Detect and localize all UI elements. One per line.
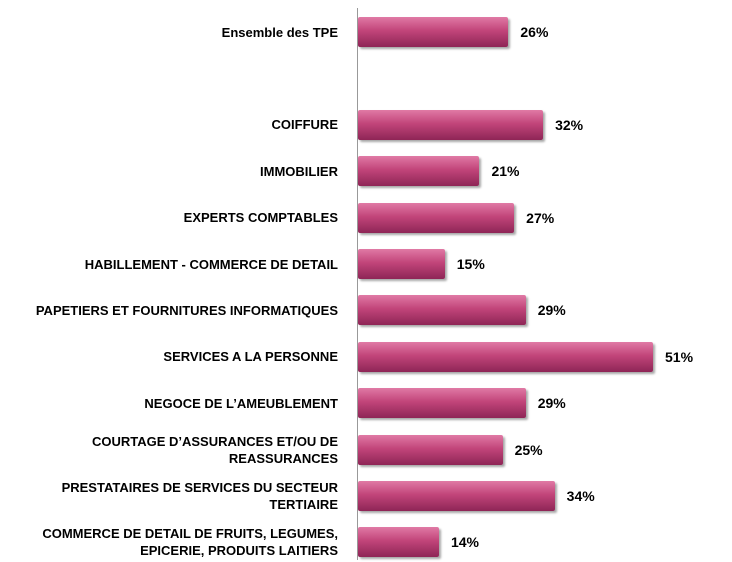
value-label: 25% — [514, 441, 543, 458]
value-label: 29% — [537, 302, 566, 319]
value-label: 15% — [456, 256, 485, 272]
category-label: EXPERTS COMPTABLES — [183, 210, 338, 226]
value-label: 14% — [450, 534, 479, 551]
bar — [358, 249, 445, 279]
bar — [358, 388, 526, 419]
bar — [358, 434, 503, 465]
bar — [358, 109, 544, 140]
category-label: NEGOCE DE L’AMEUBLEMENT — [144, 395, 338, 411]
value-label: 21% — [491, 163, 520, 180]
bar — [358, 202, 515, 233]
value-label: 51% — [665, 348, 694, 365]
value-label: 26% — [520, 24, 549, 40]
bar — [358, 481, 555, 511]
axis-line — [357, 8, 358, 560]
category-label: COIFFURE — [271, 117, 338, 133]
category-label: PRESTATAIRES DE SERVICES DU SECTEUR TERT… — [61, 480, 338, 512]
category-label: HABILLEMENT - COMMERCE DE DETAIL — [84, 256, 338, 272]
bar — [358, 156, 480, 187]
value-label: 27% — [526, 209, 555, 226]
bar — [358, 527, 439, 558]
value-label: 29% — [537, 395, 566, 412]
value-label: 34% — [566, 488, 595, 504]
bar — [358, 17, 509, 47]
category-label: IMMOBILIER — [260, 163, 338, 179]
bar — [358, 295, 526, 326]
category-label: Ensemble des TPE — [221, 24, 338, 40]
category-label: COURTAGE D’ASSURANCES ET/OU DE REASSURAN… — [91, 433, 338, 466]
category-label: COMMERCE DE DETAIL DE FRUITS, LEGUMES, E… — [42, 526, 338, 559]
value-label: 32% — [555, 116, 584, 133]
category-label: SERVICES A LA PERSONNE — [163, 349, 338, 365]
category-label: PAPETIERS ET FOURNITURES INFORMATIQUES — [35, 302, 338, 318]
bar — [358, 341, 653, 372]
